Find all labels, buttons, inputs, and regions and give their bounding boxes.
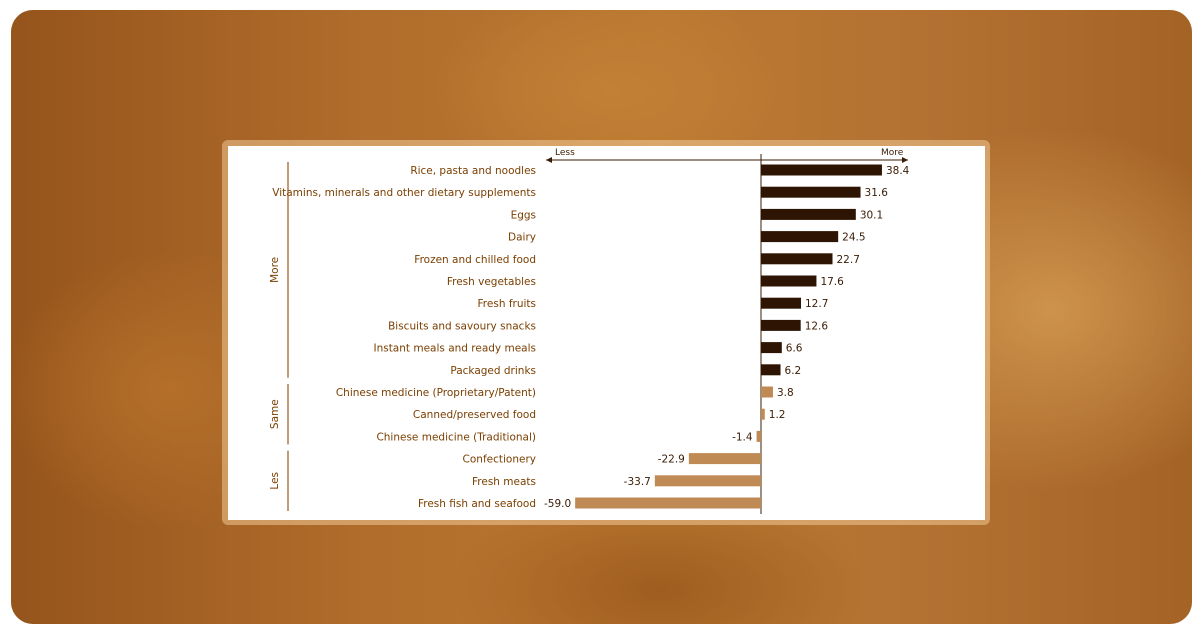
- category-label: Packaged drinks: [450, 365, 536, 377]
- category-label: Fresh vegetables: [447, 276, 536, 288]
- direction-label-less: Less: [555, 148, 575, 158]
- value-label: 30.1: [860, 209, 883, 221]
- value-label: 6.2: [785, 365, 802, 377]
- category-label: Vitamins, minerals and other dietary sup…: [272, 187, 536, 199]
- direction-arrow-left-head: [546, 157, 552, 163]
- category-label: Fresh meats: [472, 476, 536, 488]
- chart-card: Less More Rice, pasta and noodles 38.4 Vitam…: [228, 146, 985, 520]
- bar: [575, 497, 761, 509]
- category-label: Fresh fish and seafood: [418, 498, 536, 510]
- category-label: Canned/preserved food: [413, 409, 536, 421]
- bar: [761, 275, 817, 287]
- category-label: Confectionery: [463, 454, 536, 466]
- category-label: Fresh fruits: [478, 298, 536, 310]
- value-label: 31.6: [865, 187, 889, 199]
- direction-arrow-right-head: [902, 157, 908, 163]
- bar: [688, 453, 761, 465]
- category-label: Frozen and chilled food: [414, 254, 536, 266]
- group-label: Les: [269, 472, 281, 490]
- category-label: Biscuits and savoury snacks: [388, 320, 536, 332]
- group-label: More: [269, 257, 281, 283]
- group-label: Same: [269, 399, 281, 429]
- bar: [761, 164, 882, 176]
- value-label: 1.2: [769, 409, 786, 421]
- value-label: 24.5: [842, 232, 865, 244]
- value-label: 22.7: [837, 254, 860, 266]
- bar: [761, 186, 861, 198]
- bar: [761, 364, 781, 376]
- diverging-bar-chart: Less More Rice, pasta and noodles 38.4 Vitam…: [269, 148, 910, 514]
- value-label: 12.7: [805, 298, 828, 310]
- bar: [756, 430, 761, 442]
- bar: [761, 319, 801, 331]
- bar: [761, 342, 782, 354]
- bar: [654, 475, 761, 487]
- bar: [761, 297, 802, 309]
- value-label: -22.9: [658, 454, 685, 466]
- value-label: 38.4: [886, 165, 910, 177]
- category-label: Chinese medicine (Proprietary/Patent): [336, 387, 536, 399]
- bar: [761, 408, 765, 420]
- value-label: -59.0: [544, 498, 571, 510]
- value-label: -33.7: [624, 476, 651, 488]
- category-label: Eggs: [511, 209, 536, 221]
- value-label: -1.4: [732, 431, 753, 443]
- bar: [761, 231, 839, 243]
- category-label: Dairy: [508, 232, 536, 244]
- value-label: 17.6: [820, 276, 844, 288]
- bar: [761, 253, 833, 265]
- value-label: 3.8: [777, 387, 794, 399]
- category-label: Instant meals and ready meals: [373, 343, 536, 355]
- direction-label-more: More: [881, 148, 904, 158]
- bar: [761, 386, 773, 398]
- value-label: 6.6: [786, 343, 803, 355]
- category-label: Rice, pasta and noodles: [410, 165, 536, 177]
- category-label: Chinese medicine (Traditional): [376, 431, 536, 443]
- bar: [761, 208, 856, 220]
- value-label: 12.6: [805, 320, 829, 332]
